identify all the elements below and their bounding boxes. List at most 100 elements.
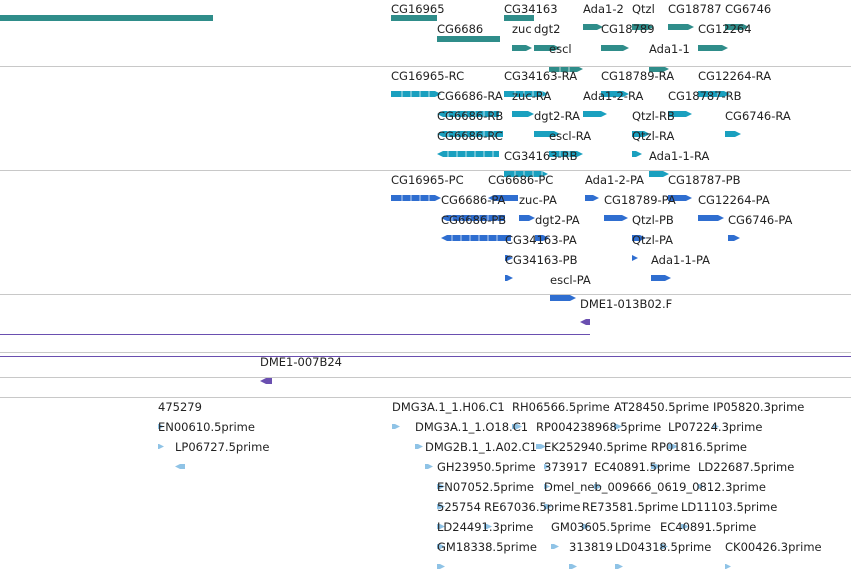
feature-label[interactable]: escl-RA xyxy=(549,129,592,143)
feature-label[interactable]: RP004238968.5prime xyxy=(536,420,662,434)
arrow-right-icon[interactable] xyxy=(668,434,678,449)
feature-label[interactable]: CG34163 xyxy=(504,2,558,16)
gene-bar[interactable] xyxy=(504,15,534,21)
arrow-right-icon[interactable] xyxy=(425,454,433,469)
feature-label[interactable]: CG6686-RC xyxy=(437,129,503,143)
feature-label[interactable]: zuc-PA xyxy=(519,193,557,207)
arrow-right-icon[interactable] xyxy=(582,514,590,529)
feature-label[interactable]: CG6746-PA xyxy=(728,213,793,227)
arrow-right-icon[interactable] xyxy=(698,206,724,221)
feature-label[interactable]: DME1-013B02.F xyxy=(580,297,673,311)
arrow-right-icon[interactable] xyxy=(549,57,583,72)
arrow-right-icon[interactable] xyxy=(437,554,445,569)
feature-label[interactable]: CG18789-PA xyxy=(604,193,676,207)
feature-label[interactable]: CG6686-RA xyxy=(437,89,503,103)
arrow-right-icon[interactable] xyxy=(158,414,164,429)
arrow-right-icon[interactable] xyxy=(512,414,522,429)
feature-label[interactable]: CG6686-PA xyxy=(441,193,506,207)
feature-label[interactable]: escl-PA xyxy=(550,273,591,287)
feature-label[interactable]: Qtzl-PA xyxy=(632,233,674,247)
arrow-right-icon[interactable] xyxy=(583,102,607,117)
feature-label[interactable]: CG12264-RA xyxy=(698,69,772,83)
feature-label[interactable]: dgt2-RA xyxy=(534,109,580,123)
arrow-right-icon[interactable] xyxy=(550,286,576,301)
gene-bar[interactable] xyxy=(391,15,437,21)
feature-label[interactable]: CG18789 xyxy=(601,22,655,36)
arrow-right-icon[interactable] xyxy=(660,534,668,549)
feature-label[interactable]: 475279 xyxy=(158,400,202,414)
arrow-right-icon[interactable] xyxy=(651,454,661,469)
feature-label[interactable]: CG34163-RB xyxy=(504,149,578,163)
feature-label[interactable]: LD24491.3prime xyxy=(437,520,534,534)
feature-label[interactable]: CG6686 xyxy=(437,22,484,36)
arrow-right-icon[interactable] xyxy=(649,57,669,72)
arrow-left-icon[interactable] xyxy=(437,122,503,137)
arrow-right-icon[interactable] xyxy=(632,15,654,30)
arrow-left-icon[interactable] xyxy=(175,454,185,469)
feature-label[interactable]: EN00610.5prime xyxy=(158,420,255,434)
feature-label[interactable]: Ada1-2-PA xyxy=(585,173,645,187)
feature-label[interactable]: Ada1-1 xyxy=(649,42,690,56)
feature-label[interactable]: DME1-007B24 xyxy=(260,355,342,369)
arrow-right-icon[interactable] xyxy=(569,554,577,569)
feature-label[interactable]: GH23950.5prime xyxy=(437,460,536,474)
arrow-right-icon[interactable] xyxy=(594,474,602,489)
feature-label[interactable]: LP07224.3prime xyxy=(668,420,763,434)
feature-label[interactable]: Ada1-1-PA xyxy=(651,253,711,267)
feature-label[interactable]: 525754 xyxy=(437,500,481,514)
feature-label[interactable]: CG6686-RB xyxy=(437,109,504,123)
arrow-right-icon[interactable] xyxy=(649,162,669,177)
feature-label[interactable]: DMG2B.1_1.A02.C1 xyxy=(425,440,538,454)
feature-label[interactable]: CG16965-RC xyxy=(391,69,465,83)
feature-label[interactable]: RH06566.5prime xyxy=(512,400,610,414)
feature-label[interactable]: CG34163-RA xyxy=(504,69,578,83)
arrow-right-icon[interactable] xyxy=(534,36,560,51)
arrow-right-icon[interactable] xyxy=(668,102,692,117)
feature-label[interactable]: EC40891.5prime xyxy=(594,460,691,474)
arrow-right-icon[interactable] xyxy=(484,514,492,529)
arrow-right-icon[interactable] xyxy=(437,494,445,509)
feature-label[interactable]: RE67036.5prime xyxy=(484,500,581,514)
arrow-right-icon[interactable] xyxy=(534,122,560,137)
arrow-right-icon[interactable] xyxy=(728,226,740,241)
feature-label[interactable]: CG18789-RA xyxy=(601,69,675,83)
arrow-right-icon[interactable] xyxy=(158,434,164,449)
feature-label[interactable]: Qtzl-PB xyxy=(632,213,674,227)
arrow-right-icon[interactable] xyxy=(585,186,599,201)
feature-label[interactable]: zuc-RA xyxy=(512,89,552,103)
arrow-left-icon[interactable] xyxy=(441,206,505,221)
gene-bar[interactable] xyxy=(0,15,213,21)
arrow-right-icon[interactable] xyxy=(512,36,532,51)
feature-label[interactable]: EK252940.5prime xyxy=(544,440,648,454)
feature-label[interactable]: AT28450.5prime xyxy=(614,400,710,414)
feature-label[interactable]: CG18787 xyxy=(668,2,722,16)
feature-label[interactable]: 373917 xyxy=(544,460,588,474)
feature-label[interactable]: CG12264-PA xyxy=(698,193,770,207)
feature-label[interactable]: CG34163-PB xyxy=(505,253,578,267)
arrow-right-icon[interactable] xyxy=(504,82,548,97)
arrow-right-icon[interactable] xyxy=(437,474,445,489)
arrow-right-icon[interactable] xyxy=(391,186,441,201)
feature-label[interactable]: Ada1-1-RA xyxy=(649,149,710,163)
feature-label[interactable]: Qtzl-RB xyxy=(632,109,675,123)
feature-label[interactable]: Qtzl-RA xyxy=(632,129,675,143)
feature-label[interactable]: LD04318.5prime xyxy=(615,540,712,554)
feature-label[interactable]: CG16965 xyxy=(391,2,445,16)
arrow-right-icon[interactable] xyxy=(505,266,513,281)
arrow-right-icon[interactable] xyxy=(725,122,741,137)
arrow-right-icon[interactable] xyxy=(415,434,423,449)
arrow-right-icon[interactable] xyxy=(544,454,550,469)
feature-label[interactable]: dgt2 xyxy=(534,22,561,36)
arrow-right-icon[interactable] xyxy=(632,122,650,137)
arrow-right-icon[interactable] xyxy=(535,226,549,241)
arrow-right-icon[interactable] xyxy=(601,36,629,51)
arrow-right-icon[interactable] xyxy=(437,514,445,529)
feature-label[interactable]: RP01816.5prime xyxy=(651,440,747,454)
feature-label[interactable]: CG12264 xyxy=(698,22,752,36)
feature-label[interactable]: CG6746-RA xyxy=(725,109,791,123)
arrow-right-icon[interactable] xyxy=(614,414,622,429)
arrow-right-icon[interactable] xyxy=(549,142,583,157)
arrow-right-icon[interactable] xyxy=(392,414,400,429)
arrow-right-icon[interactable] xyxy=(698,82,730,97)
arrow-right-icon[interactable] xyxy=(536,434,546,449)
